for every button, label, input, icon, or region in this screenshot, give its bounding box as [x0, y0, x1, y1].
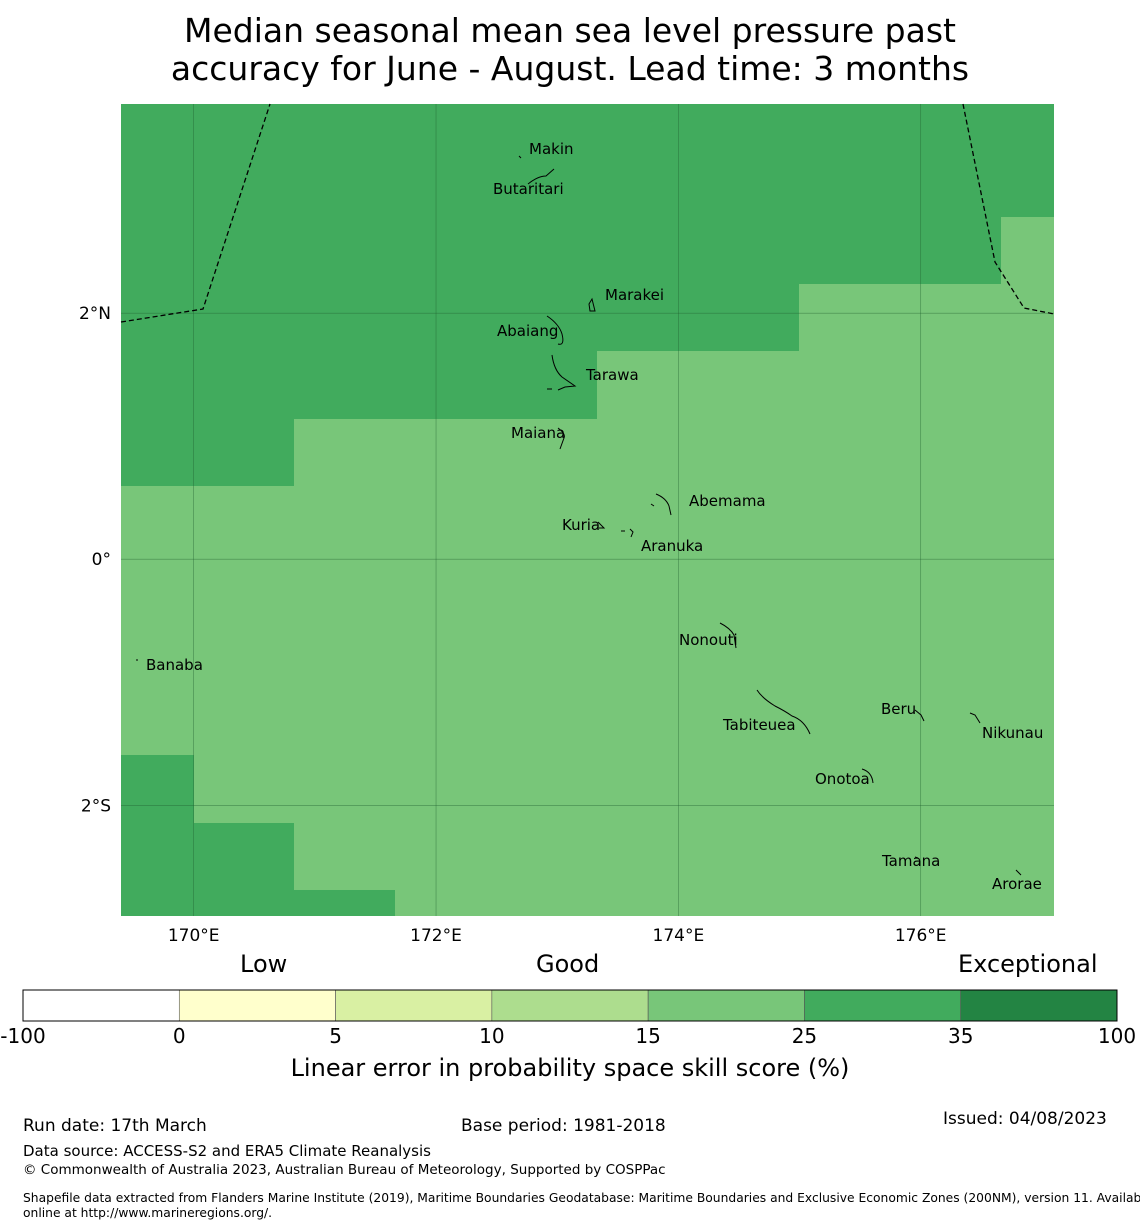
shapefile-credit-1: Shapefile data extracted from Flanders M…: [23, 1191, 1140, 1205]
lat-tick-label: 2°N: [79, 304, 111, 324]
colorbar-tick-label: 10: [479, 1024, 505, 1048]
lat-tick-label: 0°: [92, 550, 111, 570]
title-line-1: Median seasonal mean sea level pressure …: [184, 11, 956, 50]
island-outline: [527, 168, 555, 185]
eez-boundary-west: [120, 103, 271, 323]
eez-boundary-east: [962, 103, 1055, 315]
colorbar-tick-label: 100: [1097, 1024, 1137, 1048]
lon-tick-label: 170°E: [168, 926, 220, 946]
shapefile-credit-2: online at http://www.marineregions.org/.: [23, 1206, 273, 1220]
place-label-marakei: Marakei: [605, 286, 664, 304]
eez-boundaries: [120, 103, 1055, 323]
colorbar-tick-label: 0: [172, 1024, 186, 1048]
title-line-2: accuracy for June - August. Lead time: 3…: [170, 49, 970, 88]
place-label-beru: Beru: [881, 700, 916, 718]
lon-tick-label: 176°E: [895, 926, 947, 946]
lon-tick-label: 172°E: [410, 926, 462, 946]
place-labels: Makin Butaritari Marakei Abaiang Tarawa Maian…: [146, 140, 1043, 893]
colorbar-tick-label: -100: [0, 1024, 46, 1048]
island-outline: [969, 712, 981, 724]
skill-region-dark-south: [121, 755, 395, 916]
island-outlines: [136, 155, 1022, 876]
data-source: Data source: ACCESS-S2 and ERA5 Climate …: [23, 1142, 431, 1160]
run-date: Run date: 17th March: [23, 1116, 207, 1136]
category-low: Low: [240, 950, 288, 978]
place-label-abaiang: Abaiang: [497, 322, 558, 340]
place-label-tamana: Tamana: [881, 852, 940, 870]
axis-ticks: 170°E 172°E 174°E 176°E 2°N 0° 2°S: [79, 304, 947, 946]
island-outline: [1015, 869, 1022, 876]
island-outline: [547, 354, 577, 391]
island-outline: [650, 493, 672, 516]
place-label-makin: Makin: [529, 140, 574, 158]
colorbar-bin-35-100: [960, 989, 1118, 1022]
colorbar-bin-15-25: [647, 989, 805, 1022]
island-outline: [756, 689, 811, 735]
island-outline: [557, 427, 565, 450]
colorbar-tick-label: 35: [947, 1024, 974, 1048]
island-outline: [861, 768, 874, 784]
place-label-nonouti: Nonouti: [679, 631, 738, 649]
colorbar-bin-5-10: [335, 989, 493, 1022]
colorbar-bin--100-0: [22, 989, 180, 1022]
chart-title: Median seasonal mean sea level pressure …: [0, 12, 1140, 88]
place-label-abemama: Abemama: [689, 492, 766, 510]
skill-fill-layer: [121, 104, 1054, 916]
island-outline: [588, 297, 596, 312]
copyright: © Commonwealth of Australia 2023, Austra…: [23, 1162, 666, 1178]
island-outline: [621, 528, 634, 538]
issued-date: Issued: 04/08/2023: [943, 1109, 1107, 1129]
island-outline: [546, 315, 564, 345]
colorbar-outline: [22, 989, 1118, 1022]
category-exceptional: Exceptional: [958, 950, 1098, 978]
place-label-nikunau: Nikunau: [982, 724, 1043, 742]
lat-tick-label: 2°S: [81, 796, 111, 816]
lon-tick-label: 174°E: [653, 926, 705, 946]
colorbar-bin-0-5: [178, 989, 336, 1022]
colorbar-tick-label: 5: [329, 1024, 342, 1048]
skill-region-dark-north: [121, 104, 1054, 486]
place-label-kuria: Kuria: [562, 516, 600, 534]
place-label-banaba: Banaba: [146, 656, 203, 674]
category-good: Good: [536, 950, 600, 978]
island-outline: [914, 709, 925, 722]
place-label-aranuka: Aranuka: [641, 537, 703, 555]
island-outline: [914, 856, 919, 859]
colorbar-bin-10-15: [491, 989, 649, 1022]
graticule: [121, 104, 1054, 916]
colorbar-bin-25-35: [804, 989, 962, 1022]
place-label-onotoa: Onotoa: [815, 770, 870, 788]
place-label-tabiteuea: Tabiteuea: [722, 716, 796, 734]
colorbar-tick-label: 25: [791, 1024, 818, 1048]
place-label-butaritari: Butaritari: [493, 180, 564, 198]
colorbar: [22, 989, 1118, 1022]
island-outline: [518, 155, 522, 159]
island-outline: [597, 521, 606, 529]
colorbar-label: Linear error in probability space skill …: [290, 1054, 850, 1082]
island-outline: [719, 622, 737, 649]
colorbar-tick-label: 15: [635, 1024, 661, 1048]
place-label-maiana: Maiana: [511, 424, 565, 442]
place-label-arorae: Arorae: [992, 875, 1042, 893]
base-period: Base period: 1981-2018: [461, 1116, 666, 1136]
place-label-tarawa: Tarawa: [585, 366, 639, 384]
